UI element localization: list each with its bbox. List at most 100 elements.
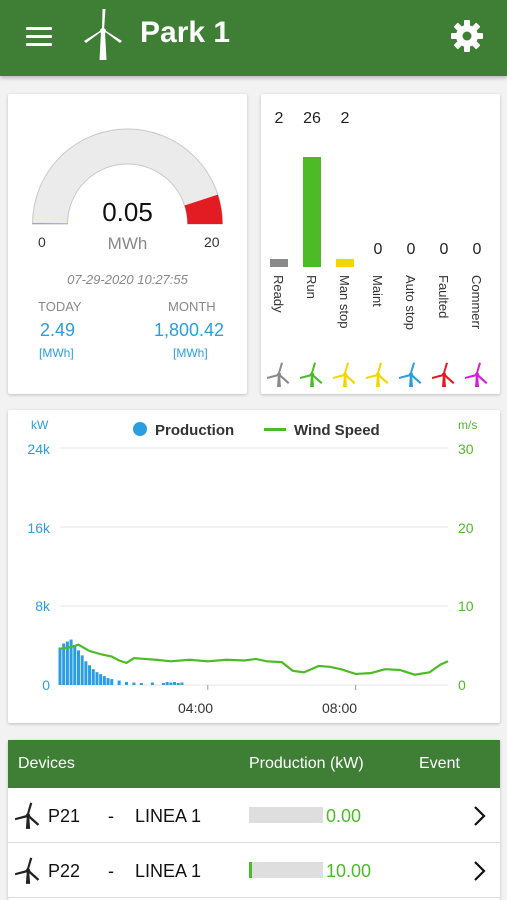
production-column-header: Production (kW)	[249, 755, 364, 772]
y-left-tick: 0	[42, 677, 50, 693]
wind-speed-legend-marker	[264, 428, 286, 431]
status-bar	[336, 258, 354, 267]
production-chart	[58, 447, 449, 690]
hamburger-menu-icon[interactable]	[26, 22, 56, 52]
production-bar	[249, 807, 323, 823]
y-left-tick: 16k	[27, 520, 50, 536]
production-bar	[73, 645, 77, 685]
app-bar: Park 1	[0, 0, 507, 76]
device-line: LINEA 1	[135, 806, 202, 826]
y-left-tick: 24k	[27, 441, 50, 457]
production-bar	[139, 683, 143, 685]
production-bar	[169, 682, 173, 685]
status-count: 0	[439, 241, 449, 258]
status-label: Commerr	[469, 275, 484, 330]
gauge-unit: MWh	[107, 234, 148, 253]
month-value: 1,800.42	[154, 320, 225, 340]
x-tick: 08:00	[322, 700, 358, 716]
status-count: 26	[303, 110, 321, 127]
status-count: 2	[340, 110, 350, 127]
turbine-icon	[15, 857, 40, 884]
devices-table: Devices Production (kW) Event P21 - LINEA …	[8, 740, 500, 900]
status-count: 0	[472, 241, 482, 258]
production-bar	[95, 672, 99, 685]
device-separator: -	[108, 861, 114, 881]
today-value: 2.49	[40, 320, 76, 340]
wind-turbine-icon	[84, 9, 122, 60]
today-label: TODAY	[38, 299, 82, 314]
gauge-fill	[32, 223, 68, 224]
status-label: Auto stop	[403, 275, 418, 330]
turbine-status-icon	[333, 362, 356, 387]
status-label: Faulted	[436, 275, 451, 319]
turbine-status-icon	[267, 362, 290, 387]
production-bar	[176, 683, 180, 685]
device-row[interactable]: P21 - LINEA 1 0.00	[8, 788, 500, 843]
production-value: 0.00	[326, 806, 362, 826]
production-bar	[88, 665, 92, 685]
legend-production[interactable]: Production	[133, 422, 234, 439]
production-bar	[84, 661, 88, 685]
production-bar	[150, 682, 154, 685]
legend-production-label: Production	[155, 422, 235, 439]
production-legend-marker	[133, 422, 147, 436]
device-name: P22	[48, 861, 81, 881]
energy-gauge	[31, 128, 224, 225]
production-bar	[102, 676, 106, 685]
gauge-red-zone	[184, 194, 223, 224]
turbine-status-icon	[399, 362, 422, 387]
chevron-right-icon[interactable]	[470, 804, 488, 828]
status-bar	[270, 258, 288, 267]
y-right-tick: 30	[458, 441, 474, 457]
chevron-right-icon[interactable]	[470, 859, 488, 883]
production-value: 10.00	[326, 861, 372, 881]
status-count: 2	[274, 110, 284, 127]
gauge-min-label: 0	[38, 234, 46, 250]
legend-wind-speed[interactable]: Wind Speed	[264, 422, 380, 439]
production-bar	[99, 674, 103, 685]
production-bar	[106, 678, 110, 685]
status-label: Ready	[271, 275, 286, 313]
month-unit: [MWh]	[173, 346, 208, 360]
status-bar	[303, 157, 321, 267]
wind-speed-line	[59, 643, 449, 676]
production-bar	[76, 650, 80, 685]
devices-column-header: Devices	[18, 755, 75, 772]
y-left-unit: kW	[31, 418, 49, 432]
status-label: Maint	[370, 275, 385, 307]
turbine-status-icon	[432, 362, 455, 387]
status-count: 0	[406, 241, 416, 258]
devices-table-header: Devices Production (kW) Event	[8, 740, 500, 788]
today-unit: [MWh]	[39, 346, 74, 360]
production-bar-fill	[249, 862, 252, 878]
device-separator: -	[108, 806, 114, 826]
production-bar	[80, 655, 84, 685]
production-bar	[62, 643, 66, 685]
production-bar	[58, 647, 62, 685]
y-right-tick: 10	[458, 598, 474, 614]
device-row[interactable]: P22 - LINEA 1 10.00	[8, 843, 500, 898]
turbine-status-icon	[300, 362, 323, 387]
month-label: MONTH	[168, 299, 216, 314]
production-bar	[117, 680, 121, 685]
x-tick: 04:00	[178, 700, 214, 716]
production-bar	[110, 679, 114, 685]
gear-icon[interactable]	[449, 18, 485, 54]
production-bar	[91, 669, 95, 685]
status-label: Run	[304, 275, 319, 299]
status-label: Man stop	[337, 275, 352, 329]
y-right-tick: 20	[458, 520, 474, 536]
y-right-tick: 0	[458, 677, 466, 693]
turbine-status-card: 2 Ready 26 Run 2 Man stop 0 Maint 0 Auto stop 0 Fau…	[261, 94, 500, 394]
energy-gauge-card: 0.05 MWh 0 20 07-29-2020 10:27:55 TODAY …	[8, 94, 247, 394]
gauge-max-label: 20	[204, 234, 220, 250]
status-count: 0	[373, 241, 383, 258]
gauge-value: 0.05	[102, 197, 153, 227]
device-line: LINEA 1	[135, 861, 202, 881]
production-bar	[180, 682, 184, 685]
production-bar	[125, 682, 129, 685]
y-left-tick: 8k	[35, 598, 50, 614]
device-name: P21	[48, 806, 81, 826]
y-right-unit: m/s	[458, 418, 478, 432]
production-bar	[65, 641, 69, 685]
